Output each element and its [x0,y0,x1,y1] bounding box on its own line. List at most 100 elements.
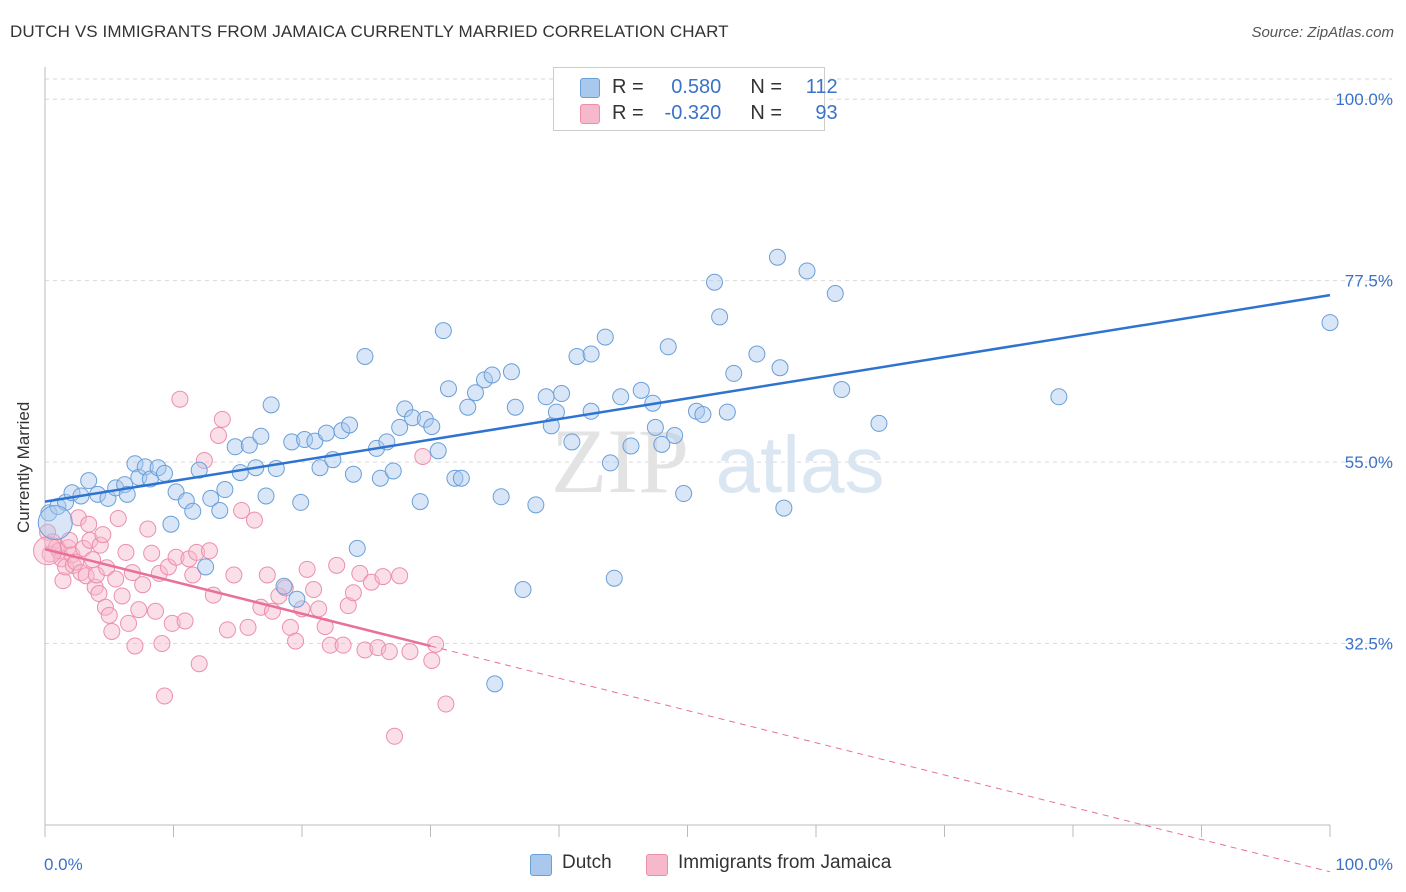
dutch-point [317,424,335,442]
dutch-point [149,459,167,477]
y-tick-label: 55.0% [1345,453,1393,472]
dutch-point [483,366,501,384]
dutch-point [439,380,457,398]
dutch-point [694,406,712,424]
legend-n-label: N = [750,102,783,124]
jamaica-point [113,587,131,605]
dutch-point [344,465,362,483]
jamaica-point [69,509,87,527]
series-dutch-points [37,248,1339,693]
jamaica-point [139,520,157,538]
trend-lines [44,293,1331,873]
dutch-point [446,469,464,487]
x-tick-label: 0.0% [44,855,83,874]
dutch-point [718,403,736,421]
dutch-point [582,345,600,363]
jamaica-point [209,426,227,444]
dutch-point [537,388,555,406]
bottom-legend-label-jamaica: Immigrants from Jamaica [678,852,892,873]
jamaica-point [103,622,121,640]
grid-lines [45,78,1392,645]
dutch-point [292,493,310,511]
dutch-point [197,558,215,576]
jamaica-point [190,655,208,673]
legend-box: R = 0.580 N = 112 R = -0.320 N = 93 [553,67,838,131]
jamaica-point [334,636,352,654]
jamaica-point [310,600,328,618]
legend-text-jamaica: R = -0.320 N = 93 [612,102,838,125]
jamaica-point [130,601,148,619]
dutch-point [190,461,208,479]
dutch-point [725,364,743,382]
jamaica-point [109,510,127,528]
dutch-point [288,590,306,608]
dutch-point [429,442,447,460]
dutch-point [601,454,619,472]
jamaica-point [153,635,171,653]
dutch-point [423,418,441,436]
legend-swatch-dutch [580,78,600,98]
axes [44,67,1331,837]
jamaica-point [147,602,165,620]
legend-r-value: 0.580 [671,76,722,98]
dutch-point [211,501,229,519]
dutch-point [226,438,244,456]
jamaica-point [351,564,369,582]
dutch-point [283,433,301,451]
jamaica-point [356,641,374,659]
dutch-point [371,469,389,487]
jamaica-point [163,614,181,632]
jamaica-point [94,526,112,544]
dutch-point [705,273,723,291]
dutch-point [622,437,640,455]
jamaica-point [437,695,455,713]
dutch-point [775,499,793,517]
jamaica-point [391,567,409,585]
dutch-point [231,464,249,482]
jamaica-point [39,523,57,541]
jamaica-point [298,560,316,578]
dutch-point [666,426,684,444]
jamaica-point [200,542,218,560]
jamaica-point [328,556,346,574]
watermark: ZIP atlas [551,410,884,512]
jamaica-point [414,447,432,465]
dutch-point [1321,314,1339,332]
dutch-point [162,515,180,533]
jamaica-point [81,531,99,549]
legend-r-label: R = [612,76,644,98]
dutch-point [356,347,374,365]
dutch-point [434,322,452,340]
dutch-point [486,675,504,693]
dutch-point [826,285,844,303]
jamaica-point [287,632,305,650]
dutch-point [798,262,816,280]
jamaica-point [213,410,231,428]
jamaica-point [126,637,144,655]
chart-source: Source: ZipAtlas.com [1251,24,1394,41]
dutch-point [659,338,677,356]
watermark-zip: ZIP [551,410,689,512]
jamaica-point [245,511,263,529]
bottom-legend-swatch-jamaica [646,854,668,876]
jamaica-point [176,612,194,630]
jamaica-point [100,606,118,624]
series-jamaica-points [33,390,455,745]
legend-n-value: 93 [815,102,838,124]
jamaica-point [380,643,398,661]
x-tick-label: 100.0% [1335,855,1393,874]
jamaica-point [344,584,362,602]
dutch-point [1050,388,1068,406]
bottom-legend-swatch-dutch [530,854,552,876]
dutch-point [262,396,280,414]
dutch-point [553,385,571,403]
bottom-legend-label-dutch: Dutch [562,852,612,873]
dutch-point [411,493,429,511]
dutch-point [768,248,786,266]
jamaica-point [143,544,161,562]
dutch-point [711,308,729,326]
dutch-point [80,472,98,490]
dutch-point [492,488,510,506]
dutch-point [833,381,851,399]
legend-r-label: R = [612,102,644,124]
